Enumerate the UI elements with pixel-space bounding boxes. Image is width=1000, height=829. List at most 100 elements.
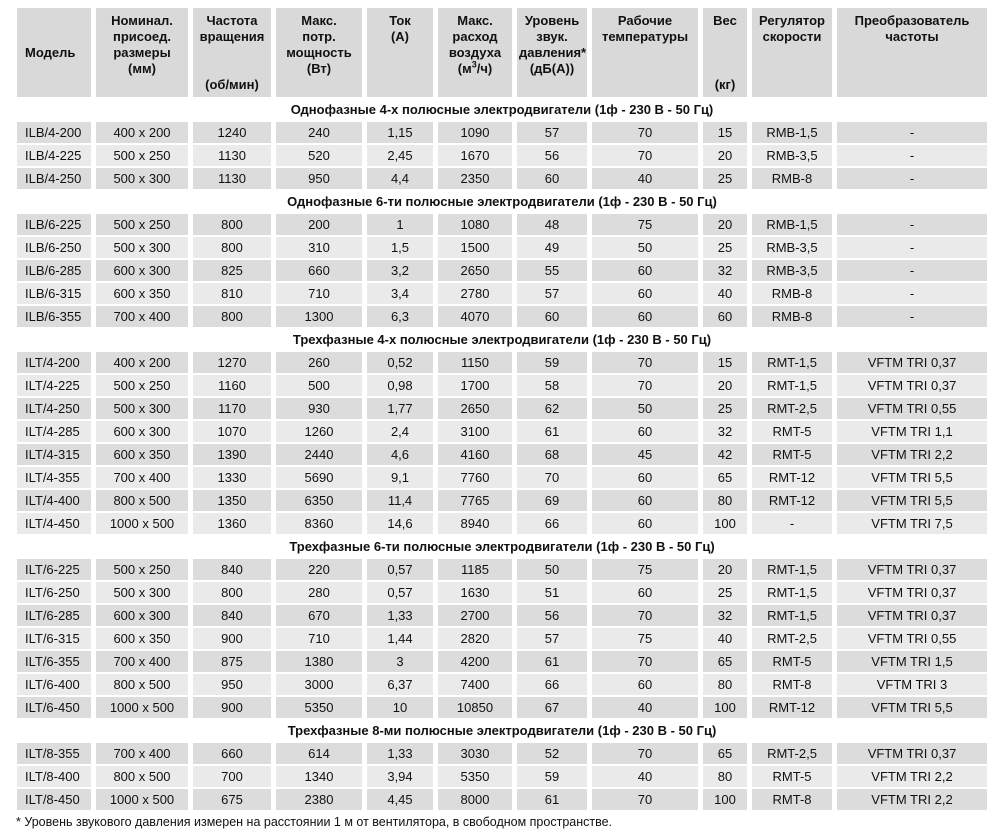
cell-sound-level: 50 xyxy=(517,559,587,580)
table-row-ILB/4-225: ILB/4-225 500 x 250 1130 520 2,45 1670 56 70 20 R… xyxy=(17,145,987,166)
model-cell: ILT/6-355 xyxy=(17,651,91,672)
cell-weight: 32 xyxy=(703,421,747,442)
cell-current: 3,4 xyxy=(367,283,433,304)
cell-weight: 32 xyxy=(703,260,747,281)
cell-operating-temp: 70 xyxy=(592,145,698,166)
cell-sound-level: 57 xyxy=(517,122,587,143)
cell-operating-temp: 60 xyxy=(592,674,698,695)
cell-max-airflow: 2780 xyxy=(438,283,512,304)
cell-speed-regulator: RMB-8 xyxy=(752,283,832,304)
cell-speed-regulator: RMT-12 xyxy=(752,697,832,718)
cell-weight: 20 xyxy=(703,145,747,166)
cell-current: 6,37 xyxy=(367,674,433,695)
cell-rpm: 825 xyxy=(193,260,271,281)
cell-dimensions: 700 x 400 xyxy=(96,651,188,672)
table-row-ILB/6-225: ILB/6-225 500 x 250 800 200 1 1080 48 75 20 RMB-1… xyxy=(17,214,987,235)
cell-operating-temp: 45 xyxy=(592,444,698,465)
table-body: Однофазные 4-х полюсные электродвигатели… xyxy=(17,99,987,810)
cell-current: 0,57 xyxy=(367,582,433,603)
cell-current: 1 xyxy=(367,214,433,235)
cell-operating-temp: 70 xyxy=(592,375,698,396)
cell-max-airflow: 4070 xyxy=(438,306,512,327)
cell-rpm: 1350 xyxy=(193,490,271,511)
cell-sound-level: 56 xyxy=(517,605,587,626)
cell-max-airflow: 1090 xyxy=(438,122,512,143)
cell-sound-level: 67 xyxy=(517,697,587,718)
cell-max-power: 310 xyxy=(276,237,362,258)
column-unit: (м3/ч) xyxy=(457,59,493,76)
cell-current: 1,33 xyxy=(367,605,433,626)
cell-max-airflow: 7765 xyxy=(438,490,512,511)
cell-current: 1,5 xyxy=(367,237,433,258)
cell-max-airflow: 4200 xyxy=(438,651,512,672)
cell-weight: 25 xyxy=(703,398,747,419)
cell-weight: 25 xyxy=(703,168,747,189)
column-header-max-power: Макс. потр. мощность (Вт) xyxy=(276,8,362,97)
cell-max-airflow: 3100 xyxy=(438,421,512,442)
cell-weight: 25 xyxy=(703,582,747,603)
cell-sound-level: 56 xyxy=(517,145,587,166)
cell-rpm: 1170 xyxy=(193,398,271,419)
cell-speed-regulator: RMB-1,5 xyxy=(752,122,832,143)
cell-max-airflow: 10850 xyxy=(438,697,512,718)
cell-max-airflow: 5350 xyxy=(438,766,512,787)
model-cell: ILT/4-200 xyxy=(17,352,91,373)
cell-current: 1,77 xyxy=(367,398,433,419)
cell-max-power: 614 xyxy=(276,743,362,764)
table-row-ILT/6-285: ILT/6-285 600 x 300 840 670 1,33 2700 56 70 32 RM… xyxy=(17,605,987,626)
table-row-ILT/4-450: ILT/4-450 1000 x 500 1360 8360 14,6 8940 66 60 1… xyxy=(17,513,987,534)
cell-weight: 65 xyxy=(703,467,747,488)
cell-operating-temp: 60 xyxy=(592,467,698,488)
cell-dimensions: 800 x 500 xyxy=(96,766,188,787)
column-header-dimensions: Номинал. присоед. размеры (мм) xyxy=(96,8,188,97)
cell-operating-temp: 70 xyxy=(592,122,698,143)
cell-rpm: 950 xyxy=(193,674,271,695)
model-cell: ILT/6-250 xyxy=(17,582,91,603)
cell-sound-level: 58 xyxy=(517,375,587,396)
cell-operating-temp: 40 xyxy=(592,766,698,787)
cell-weight: 100 xyxy=(703,697,747,718)
column-title: Макс. потр. мощность xyxy=(286,13,352,60)
cell-dimensions: 500 x 250 xyxy=(96,559,188,580)
cell-frequency-converter: - xyxy=(837,306,987,327)
model-cell: ILT/6-400 xyxy=(17,674,91,695)
column-unit: (об/мин) xyxy=(205,77,259,92)
section-title: Однофазные 4-х полюсные электродвигатели… xyxy=(17,99,987,120)
cell-speed-regulator: RMT-8 xyxy=(752,674,832,695)
cell-dimensions: 500 x 300 xyxy=(96,582,188,603)
cell-max-airflow: 1185 xyxy=(438,559,512,580)
cell-max-airflow: 8940 xyxy=(438,513,512,534)
header-row: Модель Номинал. присоед. размеры (мм) Часто… xyxy=(17,8,987,97)
cell-speed-regulator: RMT-1,5 xyxy=(752,352,832,373)
cell-weight: 80 xyxy=(703,490,747,511)
cell-dimensions: 600 x 350 xyxy=(96,283,188,304)
section-header-row: Трехфазные 8-ми полюсные электродвигател… xyxy=(17,720,987,741)
cell-speed-regulator: RMB-8 xyxy=(752,168,832,189)
cell-max-power: 500 xyxy=(276,375,362,396)
cell-max-airflow: 2820 xyxy=(438,628,512,649)
cell-operating-temp: 70 xyxy=(592,605,698,626)
cell-frequency-converter: VFTM TRI 2,2 xyxy=(837,444,987,465)
table-row-ILB/4-250: ILB/4-250 500 x 300 1130 950 4,4 2350 60 40 25 RM… xyxy=(17,168,987,189)
section-header-row: Трехфазные 6-ти полюсные электродвигател… xyxy=(17,536,987,557)
section-title: Трехфазные 6-ти полюсные электродвигател… xyxy=(17,536,987,557)
cell-operating-temp: 40 xyxy=(592,697,698,718)
cell-operating-temp: 70 xyxy=(592,743,698,764)
section-title: Однофазные 6-ти полюсные электродвигател… xyxy=(17,191,987,212)
cell-rpm: 1160 xyxy=(193,375,271,396)
cell-max-airflow: 4160 xyxy=(438,444,512,465)
cell-weight: 15 xyxy=(703,122,747,143)
cell-frequency-converter: VFTM TRI 7,5 xyxy=(837,513,987,534)
cell-sound-level: 59 xyxy=(517,352,587,373)
column-title: Ток xyxy=(389,13,411,28)
table-row-ILB/6-355: ILB/6-355 700 x 400 800 1300 6,3 4070 60 60 60 RM… xyxy=(17,306,987,327)
cell-weight: 40 xyxy=(703,283,747,304)
cell-current: 2,4 xyxy=(367,421,433,442)
column-title: Преобразователь частоты xyxy=(854,13,970,44)
cell-speed-regulator: RMB-1,5 xyxy=(752,214,832,235)
column-header-weight: Вес (кг) xyxy=(703,8,747,97)
section-header-row: Однофазные 4-х полюсные электродвигатели… xyxy=(17,99,987,120)
cell-dimensions: 600 x 300 xyxy=(96,260,188,281)
model-cell: ILB/6-355 xyxy=(17,306,91,327)
cell-dimensions: 600 x 350 xyxy=(96,628,188,649)
